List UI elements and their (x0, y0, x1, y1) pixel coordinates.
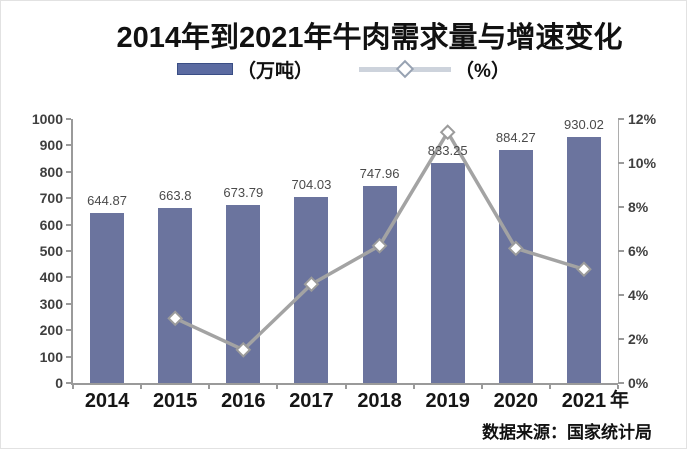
y-axis-left-tick (66, 170, 71, 173)
y-axis-right-tick-label: 10% (628, 155, 657, 171)
y-axis-right-tick (618, 118, 624, 120)
y-axis-left-tick-label: 400 (39, 269, 63, 286)
y-axis-left-tick (66, 197, 71, 200)
line-marker-icon (235, 341, 252, 358)
bar-2015 (158, 207, 193, 383)
x-axis-label: 2020 (493, 390, 539, 412)
y-axis-left-tick-label: 500 (39, 243, 63, 259)
bar-2014 (90, 212, 125, 383)
y-axis-right-tick-label: 0% (628, 375, 649, 391)
bar-series-swatch-icon (177, 63, 234, 75)
x-axis-tick (412, 385, 415, 389)
x-axis-tick (480, 385, 483, 389)
y-axis-left-tick-label: 700 (39, 190, 63, 207)
bar-value-label: 930.02 (564, 117, 604, 133)
bar-2018 (362, 185, 397, 383)
y-axis-right-tick (618, 250, 624, 252)
y-axis-left-tick (66, 276, 71, 279)
y-axis-left-tick (66, 144, 71, 147)
y-axis-right-tick-label: 6% (628, 243, 649, 259)
line-marker-icon (439, 124, 456, 141)
chart-title: 2014年到2021年牛肉需求量与增速变化 (116, 22, 623, 54)
y-axis-right-tick (618, 382, 624, 384)
line-series-label: （%） (455, 60, 510, 82)
x-axis-label: 2016 (221, 390, 266, 412)
legend-item-growth: （%） (359, 56, 510, 83)
chart-legend: （万吨） （%） (1, 56, 686, 83)
line-series-swatch-icon (359, 59, 452, 79)
x-axis-line (71, 383, 618, 385)
x-axis-label: 2019 (425, 390, 470, 412)
y-axis-left-tick-label: 200 (39, 322, 63, 339)
bar-value-label: 884.27 (495, 129, 536, 145)
bar-series-label: （万吨） (237, 60, 314, 82)
x-axis-tick (276, 385, 279, 389)
y-axis-left-tick-label: 800 (39, 163, 63, 180)
data-source-note: 数据来源：国家统计局 (482, 423, 652, 442)
y-axis-left-tick (66, 302, 71, 305)
line-marker-icon (167, 310, 184, 327)
x-axis-tick (72, 385, 74, 389)
y-axis-left-tick-label: 1000 (31, 111, 63, 127)
y-axis-left-tick (66, 223, 71, 226)
x-axis-tick (344, 385, 347, 389)
bar-value-label: 644.87 (87, 192, 127, 208)
line-marker-icon (576, 261, 592, 278)
bar-value-label: 747.96 (359, 165, 400, 181)
y-axis-right-tick-label: 2% (628, 331, 649, 347)
legend-item-volume: （万吨） (177, 56, 313, 83)
x-axis-tick (208, 385, 211, 389)
y-axis-left-tick (66, 355, 71, 358)
y-axis-left-tick-label: 900 (39, 137, 63, 154)
y-axis-left-tick (66, 118, 71, 120)
line-marker-icon (371, 237, 388, 254)
x-axis-tick (140, 385, 143, 389)
x-axis-unit-suffix: 年 (609, 390, 629, 411)
x-axis-label: 2014 (84, 390, 130, 412)
x-axis-tick (617, 385, 619, 389)
x-axis-label: 2018 (357, 390, 402, 412)
y-axis-left-tick-label: 600 (39, 216, 63, 233)
bar-2021 (566, 137, 601, 383)
bar-value-label: 663.8 (158, 187, 192, 203)
bar-value-label: 673.79 (223, 185, 264, 201)
bar-value-label: 833.25 (427, 143, 468, 159)
y-axis-left-tick-label: 0 (55, 375, 63, 391)
y-axis-left-tick-label: 100 (39, 348, 63, 365)
y-axis-left-tick (66, 329, 71, 332)
y-axis-left-tick (66, 382, 71, 384)
y-axis-left-tick (66, 250, 71, 252)
y-axis-right-tick-label: 8% (628, 199, 649, 215)
y-axis-right-tick (618, 294, 624, 296)
x-axis-label: 2021 (561, 390, 607, 412)
line-marker-icon (507, 240, 524, 257)
y-axis-right-tick-label: 12% (628, 111, 657, 127)
x-axis-label: 2017 (289, 390, 334, 412)
growth-line-layer (167, 124, 592, 358)
y-axis-right-tick (618, 206, 624, 208)
y-axis-left-tick-label: 300 (39, 295, 63, 312)
y-axis-left-line (71, 119, 73, 385)
line-marker-icon (303, 276, 320, 293)
bar-2020 (498, 149, 533, 383)
bar-2019 (430, 163, 465, 383)
bar-value-label: 704.03 (291, 177, 332, 193)
y-axis-right-tick (618, 162, 624, 164)
y-axis-right-tick-label: 4% (628, 287, 649, 303)
y-axis-right-tick (618, 338, 624, 340)
x-axis-label: 2015 (152, 390, 198, 412)
x-axis-tick (548, 385, 551, 389)
